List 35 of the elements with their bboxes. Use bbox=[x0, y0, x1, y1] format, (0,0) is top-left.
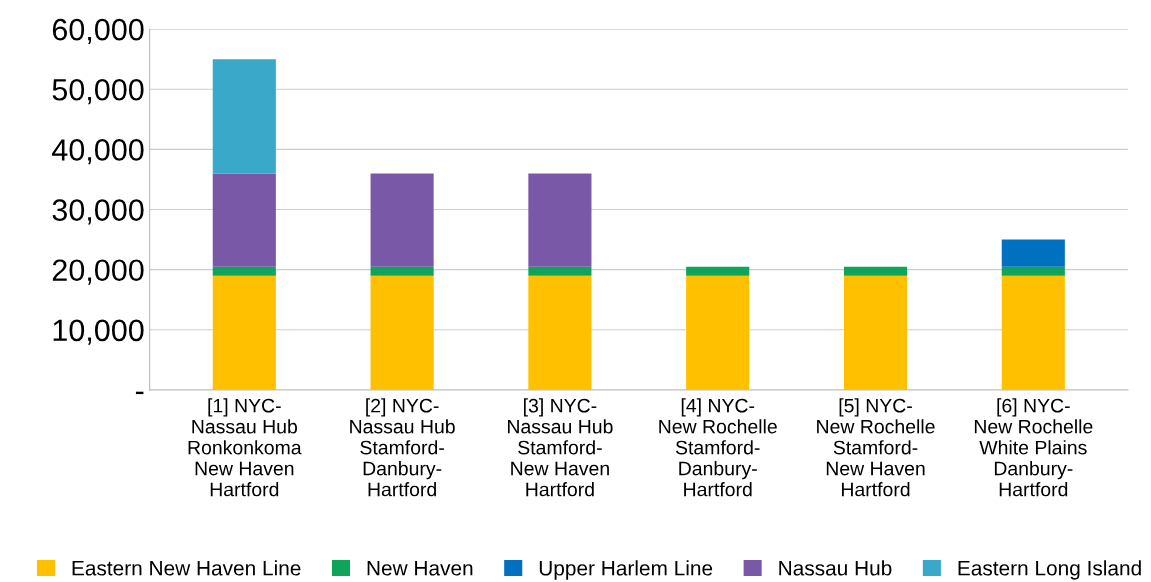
bar bbox=[1001, 275, 1065, 390]
x-tick-label: [5] NYC- New Rochelle Stamford- New Haven Hartford bbox=[817, 398, 935, 497]
bar bbox=[212, 275, 276, 390]
x-tick-label: [6] NYC- New Rochelle White Plains Danbury- Hartford bbox=[974, 398, 1093, 497]
legend-label: Nassau Hub bbox=[779, 560, 892, 576]
bar bbox=[370, 275, 434, 390]
x-tick-label: [3] NYC- Nassau Hub Stamford- New Haven Hartford bbox=[508, 398, 613, 497]
legend-label: Eastern New Haven Line bbox=[72, 560, 301, 576]
y-tick-label: 30,000 bbox=[52, 199, 144, 225]
bar bbox=[212, 59, 276, 174]
bar bbox=[370, 173, 434, 267]
y-tick-label: 20,000 bbox=[52, 259, 144, 285]
bar bbox=[1001, 266, 1065, 276]
y-tick-label: - bbox=[135, 391, 144, 395]
bar bbox=[528, 173, 592, 267]
y-tick-label: 50,000 bbox=[52, 78, 144, 105]
bar bbox=[843, 275, 908, 390]
bar bbox=[843, 266, 908, 276]
bar bbox=[212, 266, 276, 276]
x-tick-label: [2] NYC- Nassau Hub Stamford- Danbury- Hartford bbox=[350, 398, 455, 497]
x-tick-label: [4] NYC- New Rochelle Stamford- Danbury- Hartford bbox=[659, 398, 777, 497]
y-tick-label: 40,000 bbox=[52, 139, 144, 165]
y-tick-label: 10,000 bbox=[53, 319, 144, 345]
bar bbox=[686, 266, 750, 276]
bar bbox=[370, 266, 434, 276]
bar bbox=[528, 275, 592, 390]
y-tick-label: 60,000 bbox=[52, 18, 144, 45]
legend-label: Eastern Long Island bbox=[958, 560, 1141, 580]
legend-label: Upper Harlem Line bbox=[539, 560, 713, 580]
x-tick-label: [1] NYC- Nassau Hub Ronkonkoma New Haven Hartford bbox=[188, 398, 302, 497]
bar bbox=[212, 173, 276, 267]
bar bbox=[528, 266, 592, 276]
bar bbox=[1001, 239, 1065, 267]
bar bbox=[686, 275, 750, 390]
legend-label: New Haven bbox=[367, 561, 473, 576]
